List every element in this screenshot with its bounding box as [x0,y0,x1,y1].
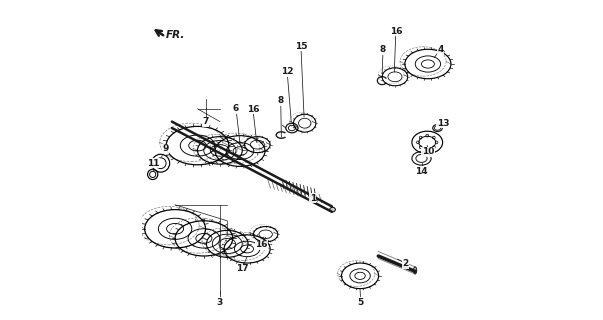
Ellipse shape [330,207,335,212]
Text: 7: 7 [203,117,209,126]
Text: 12: 12 [281,68,293,76]
Text: 5: 5 [358,298,364,307]
Text: 16: 16 [247,105,259,114]
Text: 2: 2 [402,260,409,268]
Text: 14: 14 [415,167,428,176]
Text: 3: 3 [216,298,223,307]
Text: 9: 9 [162,144,169,153]
Text: 15: 15 [295,42,307,51]
Text: 17: 17 [236,264,248,273]
Text: FR.: FR. [166,30,186,40]
Text: 4: 4 [438,45,444,54]
Text: 11: 11 [147,159,160,168]
Text: 16: 16 [255,240,268,249]
Text: 13: 13 [437,119,449,128]
Ellipse shape [414,267,417,274]
Text: 16: 16 [390,27,402,36]
Text: 1: 1 [309,194,316,203]
Text: 10: 10 [421,148,434,156]
Text: 6: 6 [233,104,239,113]
Text: 8: 8 [277,96,284,105]
Text: 8: 8 [380,45,387,54]
